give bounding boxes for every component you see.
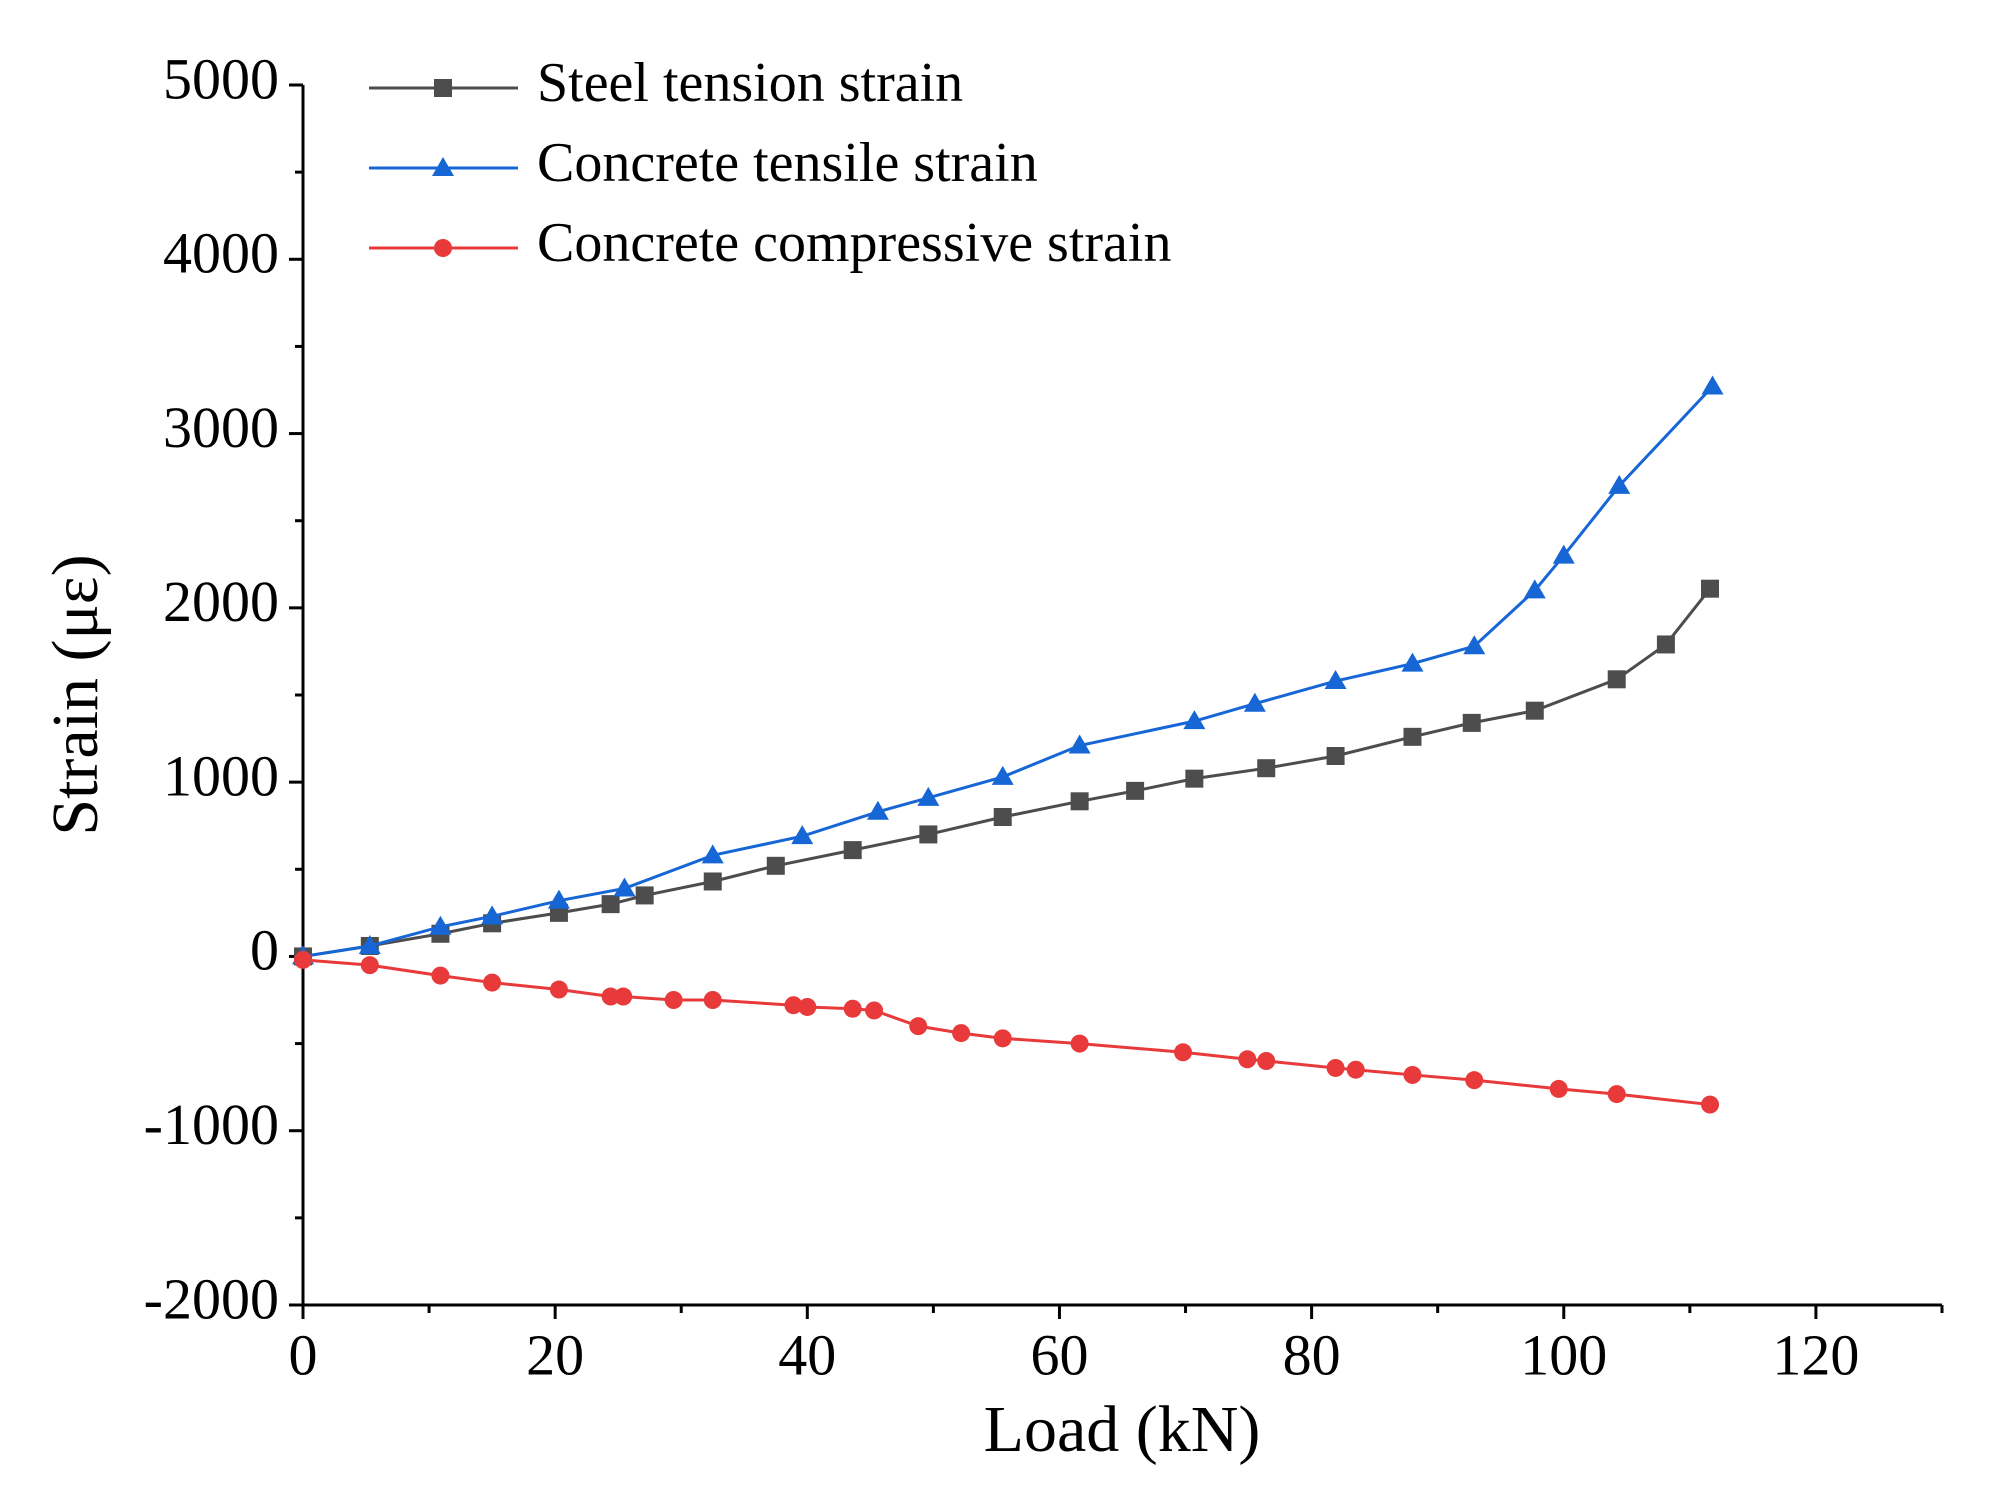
marker [1243, 692, 1266, 712]
marker [294, 950, 312, 969]
marker [909, 1017, 928, 1036]
x-tick-label: 60 [1030, 1322, 1088, 1387]
marker [991, 765, 1014, 785]
marker [664, 991, 683, 1009]
marker [1346, 1060, 1365, 1079]
marker [1070, 1034, 1089, 1053]
marker [1463, 635, 1486, 655]
x-tick-label: 80 [1283, 1322, 1341, 1387]
marker [701, 844, 724, 864]
series-line [302, 385, 1714, 958]
marker [432, 157, 454, 176]
y-tick-label: 3000 [163, 395, 279, 460]
marker [549, 980, 568, 999]
y-tick-label: 1000 [163, 743, 279, 808]
y-tick-label: 0 [250, 918, 279, 983]
marker [614, 987, 633, 1006]
marker [993, 1029, 1012, 1048]
x-axis-label: Load (kN) [984, 1393, 1261, 1466]
marker [843, 999, 862, 1018]
marker [1403, 727, 1422, 746]
marker [431, 966, 450, 985]
marker [784, 996, 803, 1015]
marker [1257, 1052, 1276, 1070]
x-tick-label: 0 [289, 1322, 318, 1387]
marker [1701, 375, 1724, 395]
marker [1126, 781, 1145, 800]
marker [1326, 747, 1345, 765]
marker [952, 1024, 971, 1043]
y-tick-label: 5000 [163, 46, 279, 111]
legend-label: Concrete tensile strain [537, 132, 1038, 194]
y-tick-label: 4000 [163, 221, 279, 286]
legend-label: Concrete compressive strain [537, 212, 1171, 274]
marker [703, 991, 722, 1009]
marker [1552, 544, 1575, 564]
y-tick-label: 2000 [163, 569, 279, 634]
marker [601, 895, 620, 914]
marker [703, 872, 722, 891]
marker [1324, 670, 1347, 690]
marker [993, 808, 1012, 826]
marker [866, 800, 889, 820]
marker [1549, 1079, 1568, 1098]
marker [865, 1001, 884, 1020]
marker [766, 856, 785, 875]
marker [1174, 1043, 1193, 1062]
marker [1401, 652, 1424, 672]
marker [1070, 792, 1089, 811]
marker [358, 934, 381, 954]
marker [1607, 670, 1626, 689]
marker [919, 825, 938, 844]
marker [1701, 1095, 1720, 1114]
marker [843, 841, 862, 860]
marker [1462, 713, 1481, 732]
marker [1257, 759, 1276, 778]
marker [1465, 1071, 1484, 1090]
marker [1656, 635, 1675, 654]
marker [1185, 769, 1204, 788]
marker [601, 987, 620, 1006]
marker [1403, 1065, 1422, 1084]
marker [1607, 1085, 1626, 1104]
marker [1701, 579, 1720, 598]
y-tick-label: -2000 [144, 1266, 279, 1331]
marker [1326, 1058, 1345, 1077]
x-tick-label: 40 [778, 1322, 836, 1387]
legend-label: Steel tension strain [537, 52, 963, 114]
marker [429, 915, 452, 935]
y-axis-label: Strain (με) [39, 554, 112, 835]
marker [635, 886, 654, 905]
marker [1523, 579, 1546, 599]
marker [1525, 701, 1544, 720]
x-tick-label: 100 [1520, 1322, 1607, 1387]
marker [1238, 1050, 1257, 1069]
marker [791, 825, 814, 845]
marker [1183, 710, 1206, 730]
marker [434, 239, 452, 257]
marker [917, 786, 940, 806]
x-tick-label: 120 [1772, 1322, 1859, 1387]
marker [360, 956, 379, 975]
marker [1608, 474, 1631, 494]
x-tick-label: 20 [526, 1322, 584, 1387]
marker [547, 889, 570, 909]
marker [613, 877, 636, 897]
marker [483, 973, 502, 992]
marker [1068, 734, 1091, 754]
marker [434, 79, 452, 97]
y-tick-label: -1000 [144, 1092, 279, 1157]
marker [798, 997, 817, 1016]
marker [481, 905, 504, 925]
